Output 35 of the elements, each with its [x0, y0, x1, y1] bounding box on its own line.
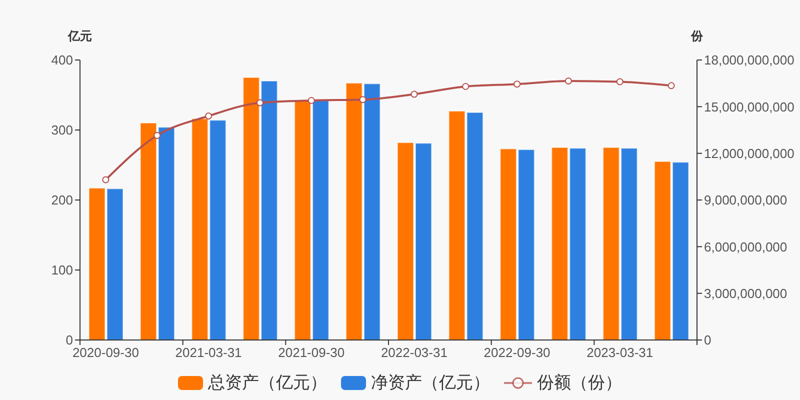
x-tick-label: 2023-03-31 — [586, 345, 654, 360]
point — [564, 78, 572, 84]
y-tick-label: 100 — [51, 262, 73, 278]
y2-tick-label: 3,000,000,000 — [704, 286, 788, 301]
y2-tick-label: 18,000,000,000 — [704, 52, 794, 68]
y2-tick-label: 15,000,000,000 — [704, 99, 794, 114]
y-tick-label: 400 — [51, 52, 73, 68]
y-tick-label: 200 — [51, 192, 73, 208]
point — [308, 96, 315, 104]
y2-tick-label: 6,000,000,000 — [704, 239, 788, 254]
point — [668, 82, 675, 90]
y-tick-label: 0 — [66, 332, 73, 348]
x-tick-label: 2020-09-30 — [72, 345, 139, 360]
point — [256, 99, 264, 106]
y2-tick-label: 12,000,000,000 — [704, 146, 794, 161]
point — [359, 96, 366, 104]
point — [462, 82, 470, 90]
legend-label: 净资产（亿元） — [371, 372, 490, 394]
x-tick-label: 2022-09-30 — [484, 345, 550, 360]
point — [154, 132, 161, 139]
point — [410, 90, 418, 98]
y2-tick-label: 0 — [704, 332, 712, 348]
x-tick-label: 2021-03-31 — [175, 345, 242, 360]
y2-axis-title: 份 — [691, 28, 703, 45]
x-tick-label: 2022-03-31 — [380, 345, 448, 360]
legend-label: 份额（份） — [537, 372, 622, 394]
point — [616, 78, 624, 86]
y-tick-label: 300 — [51, 122, 73, 138]
legend-label: 总资产（亿元） — [208, 372, 327, 394]
x-tick-label: 2021-09-30 — [278, 345, 345, 360]
point — [102, 176, 110, 184]
point — [514, 80, 521, 88]
y-axis-title: 亿元 — [68, 28, 92, 45]
y2-tick-label: 9,000,000,000 — [704, 192, 788, 208]
point — [205, 112, 212, 120]
